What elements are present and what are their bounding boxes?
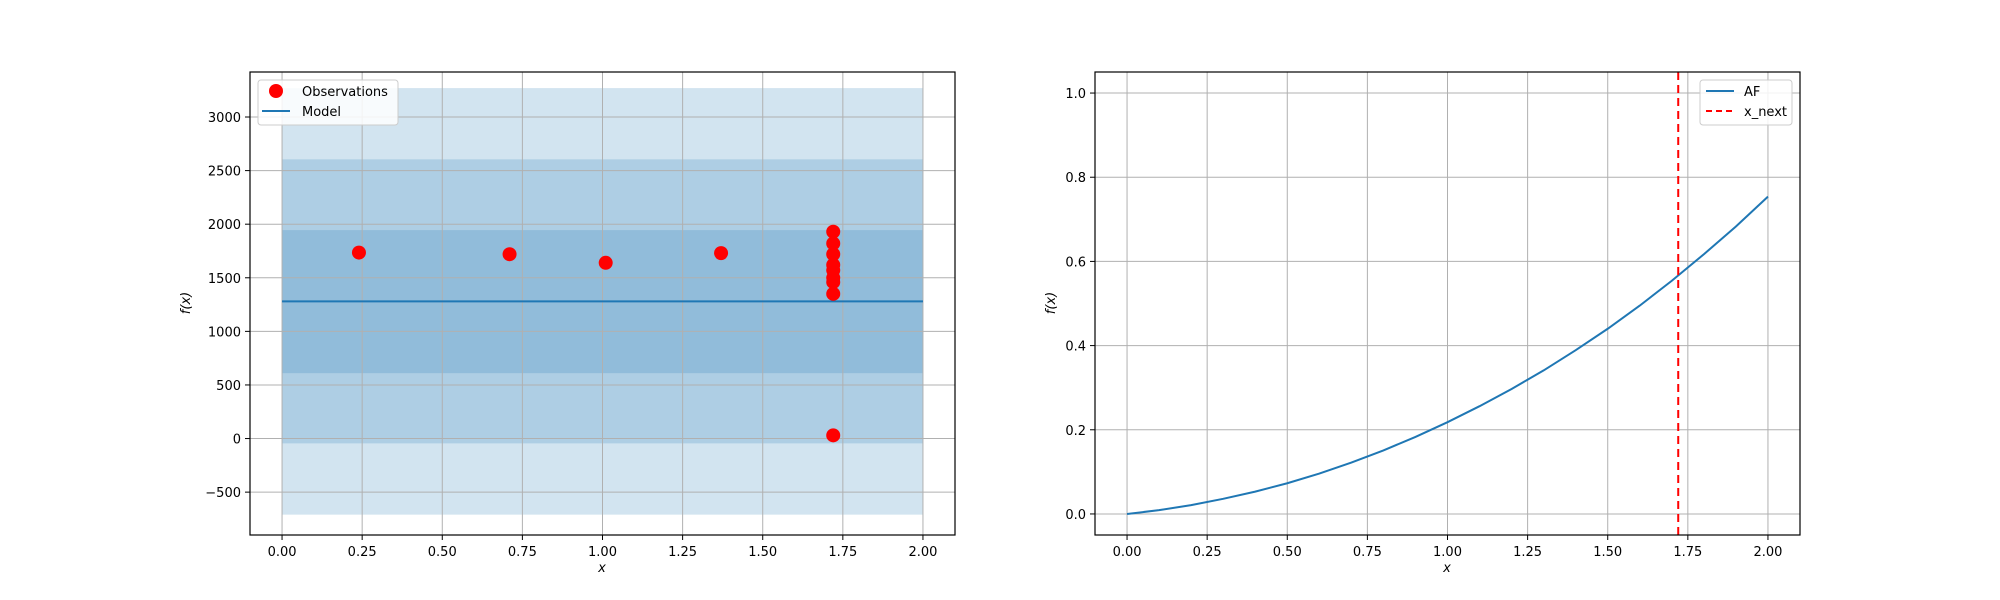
y-tick-label: 0.0 [1065,508,1086,523]
x-tick-label: 1.75 [1673,545,1702,560]
right-x-axis-label: x [1442,561,1451,576]
y-tick-label: 0.8 [1065,171,1086,186]
left-chart: 0.00 0.25 0.50 0.75 1.00 1.25 1.50 1.75 2.00 −50… [179,71,956,576]
observation-point [351,245,366,260]
observation-points [351,224,841,443]
x-tick-label: 1.00 [1433,545,1462,560]
y-tick-label: 0.4 [1065,340,1086,355]
left-legend: Observations Model [257,79,399,126]
y-tick-label: 2500 [208,165,241,180]
left-x-axis-label: x [597,561,606,576]
legend-x-next-label: x_next [1744,105,1787,120]
right-chart: 0.00 0.25 0.50 0.75 1.00 1.25 1.50 1.75 2.00 0.0… [1044,71,1801,576]
right-y-axis-label: f(x) [1044,292,1059,314]
x-tick-label: 0.75 [508,545,537,560]
observation-point [714,246,729,261]
observation-point [826,428,841,443]
observation-point [826,224,841,239]
observation-point [826,247,841,262]
right-gridlines [1095,72,1800,535]
y-tick-label: 1000 [208,325,241,340]
legend-af-label: AF [1744,85,1760,100]
x-tick-label: 1.25 [1513,545,1542,560]
x-tick-label: 0.25 [348,545,377,560]
y-tick-label: 0.2 [1065,424,1086,439]
right-x-ticks: 0.00 0.25 0.50 0.75 1.00 1.25 1.50 1.75 2.00 [1113,535,1782,560]
left-y-ticks: −500 0 500 1000 1500 2000 2500 3000 [205,111,250,501]
y-tick-label: −500 [205,486,241,501]
observation-point [502,247,517,262]
y-tick-label: 500 [216,379,241,394]
x-tick-label: 2.00 [908,545,937,560]
x-tick-label: 1.75 [828,545,857,560]
x-tick-label: 1.50 [1593,545,1622,560]
right-legend: AF x_next [1699,79,1793,126]
right-y-ticks: 0.0 0.2 0.4 0.6 0.8 1.0 [1065,87,1095,523]
x-tick-label: 1.00 [588,545,617,560]
legend-observations-label: Observations [302,85,388,100]
y-tick-label: 0 [233,433,241,448]
observation-point [826,236,841,251]
x-tick-label: 1.50 [748,545,777,560]
x-tick-label: 0.00 [268,545,297,560]
y-tick-label: 1.0 [1065,87,1086,102]
x-tick-label: 0.50 [428,545,457,560]
y-tick-label: 2000 [208,218,241,233]
left-legend-box [257,79,399,126]
x-tick-label: 2.00 [1753,545,1782,560]
legend-model-label: Model [302,105,341,120]
observation-point [826,275,841,290]
observation-point [826,286,841,301]
left-x-ticks: 0.00 0.25 0.50 0.75 1.00 1.25 1.50 1.75 2.00 [268,535,937,560]
y-tick-label: 1500 [208,272,241,287]
x-tick-label: 0.50 [1273,545,1302,560]
af-curve [1126,195,1769,515]
legend-observations-marker [269,84,283,98]
x-tick-label: 0.25 [1193,545,1222,560]
y-tick-label: 0.6 [1065,255,1086,270]
x-tick-label: 1.25 [668,545,697,560]
y-tick-label: 3000 [208,111,241,126]
observation-point [598,255,613,270]
x-tick-label: 0.75 [1353,545,1382,560]
x-tick-label: 0.00 [1113,545,1142,560]
left-y-axis-label: f(x) [179,292,194,314]
